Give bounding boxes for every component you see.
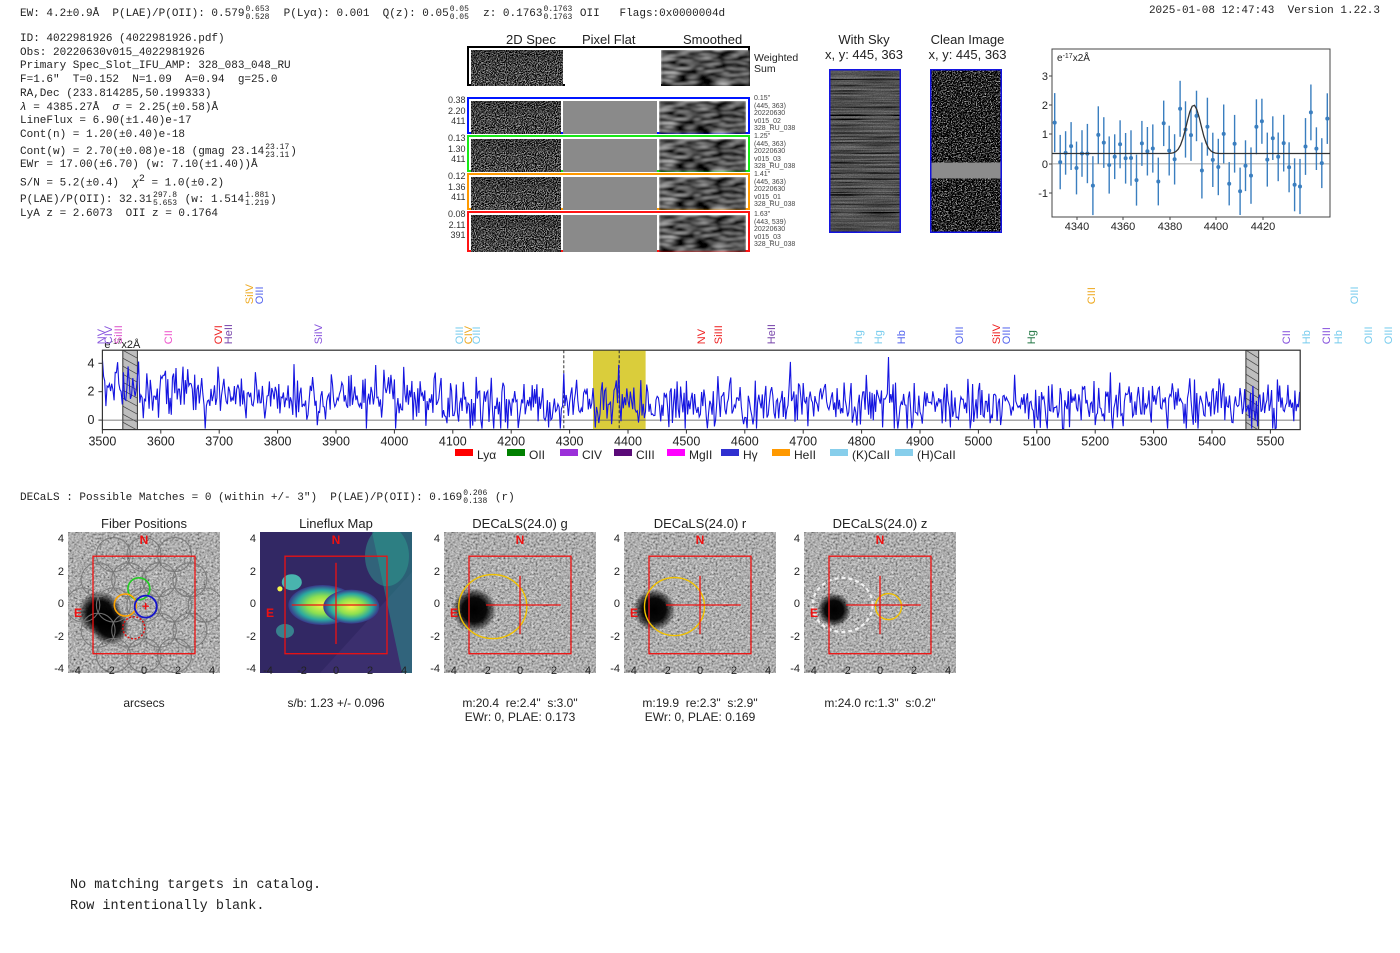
svg-text:5400: 5400 bbox=[1198, 435, 1226, 449]
svg-text:OIII: OIII bbox=[1349, 286, 1361, 304]
svg-text:4600: 4600 bbox=[731, 435, 759, 449]
svg-text:4300: 4300 bbox=[556, 435, 584, 449]
svg-text:3800: 3800 bbox=[264, 435, 292, 449]
svg-text:4400: 4400 bbox=[1204, 221, 1228, 233]
svg-text:OIII: OIII bbox=[254, 286, 266, 304]
svg-text:-1: -1 bbox=[1038, 188, 1048, 200]
svg-text:CIII: CIII bbox=[1086, 287, 1098, 304]
svg-text:OIII: OIII bbox=[471, 326, 483, 344]
svg-text:2: 2 bbox=[1042, 100, 1048, 112]
svg-text:4100: 4100 bbox=[439, 435, 467, 449]
svg-text:4700: 4700 bbox=[789, 435, 817, 449]
svg-text:3: 3 bbox=[1042, 71, 1048, 83]
svg-text:OIII: OIII bbox=[1383, 326, 1395, 344]
svg-text:NV: NV bbox=[696, 328, 708, 344]
svg-text:4380: 4380 bbox=[1158, 221, 1182, 233]
svg-text:Hb: Hb bbox=[896, 330, 908, 344]
svg-text:Hg: Hg bbox=[1026, 330, 1038, 344]
svg-text:E: E bbox=[450, 606, 458, 620]
svg-text:CII: CII bbox=[1281, 330, 1293, 344]
svg-text:4420: 4420 bbox=[1251, 221, 1275, 233]
svg-text:SiIII: SiIII bbox=[113, 325, 125, 344]
svg-text:0: 0 bbox=[87, 413, 94, 427]
svg-text:5300: 5300 bbox=[1140, 435, 1168, 449]
svg-text:OIII: OIII bbox=[954, 326, 966, 344]
svg-text:E: E bbox=[74, 606, 82, 620]
svg-text:4340: 4340 bbox=[1065, 221, 1089, 233]
svg-text:4900: 4900 bbox=[906, 435, 934, 449]
svg-text:3900: 3900 bbox=[322, 435, 350, 449]
svg-text:3600: 3600 bbox=[147, 435, 175, 449]
svg-text:Hg: Hg bbox=[853, 330, 865, 344]
svg-text:+: + bbox=[142, 599, 150, 614]
svg-text:4: 4 bbox=[87, 356, 94, 370]
svg-text:Hg: Hg bbox=[873, 330, 885, 344]
svg-text:SiIII: SiIII bbox=[713, 325, 725, 344]
svg-text:1: 1 bbox=[1042, 129, 1048, 141]
svg-text:SiIV: SiIV bbox=[313, 323, 325, 344]
svg-text:OIII: OIII bbox=[1363, 326, 1375, 344]
svg-text:3700: 3700 bbox=[205, 435, 233, 449]
svg-text:5000: 5000 bbox=[964, 435, 992, 449]
svg-text:5200: 5200 bbox=[1081, 435, 1109, 449]
svg-text:5100: 5100 bbox=[1023, 435, 1051, 449]
svg-text:HeII: HeII bbox=[766, 324, 778, 344]
svg-text:5500: 5500 bbox=[1256, 435, 1284, 449]
svg-text:CII: CII bbox=[163, 330, 175, 344]
svg-text:4500: 4500 bbox=[672, 435, 700, 449]
svg-text:OIII: OIII bbox=[1001, 326, 1013, 344]
svg-text:E: E bbox=[630, 606, 638, 620]
svg-text:E: E bbox=[266, 606, 274, 620]
svg-text:4000: 4000 bbox=[380, 435, 408, 449]
svg-text:Hb: Hb bbox=[1333, 330, 1345, 344]
svg-text:2: 2 bbox=[87, 385, 94, 399]
svg-text:4400: 4400 bbox=[614, 435, 642, 449]
svg-text:4360: 4360 bbox=[1111, 221, 1135, 233]
svg-text:N: N bbox=[332, 533, 341, 547]
svg-text:4800: 4800 bbox=[848, 435, 876, 449]
svg-text:Hb: Hb bbox=[1301, 330, 1313, 344]
svg-text:N: N bbox=[140, 533, 149, 547]
svg-text:HeII: HeII bbox=[223, 324, 235, 344]
svg-text:3500: 3500 bbox=[88, 435, 116, 449]
svg-text:N: N bbox=[876, 533, 885, 547]
svg-text:e-17x2Å: e-17x2Å bbox=[1057, 51, 1090, 64]
svg-text:N: N bbox=[696, 533, 705, 547]
svg-text:4200: 4200 bbox=[497, 435, 525, 449]
svg-text:CIII: CIII bbox=[1321, 327, 1333, 344]
svg-text:0: 0 bbox=[1042, 159, 1048, 171]
svg-text:N: N bbox=[516, 533, 525, 547]
svg-text:E: E bbox=[810, 606, 818, 620]
